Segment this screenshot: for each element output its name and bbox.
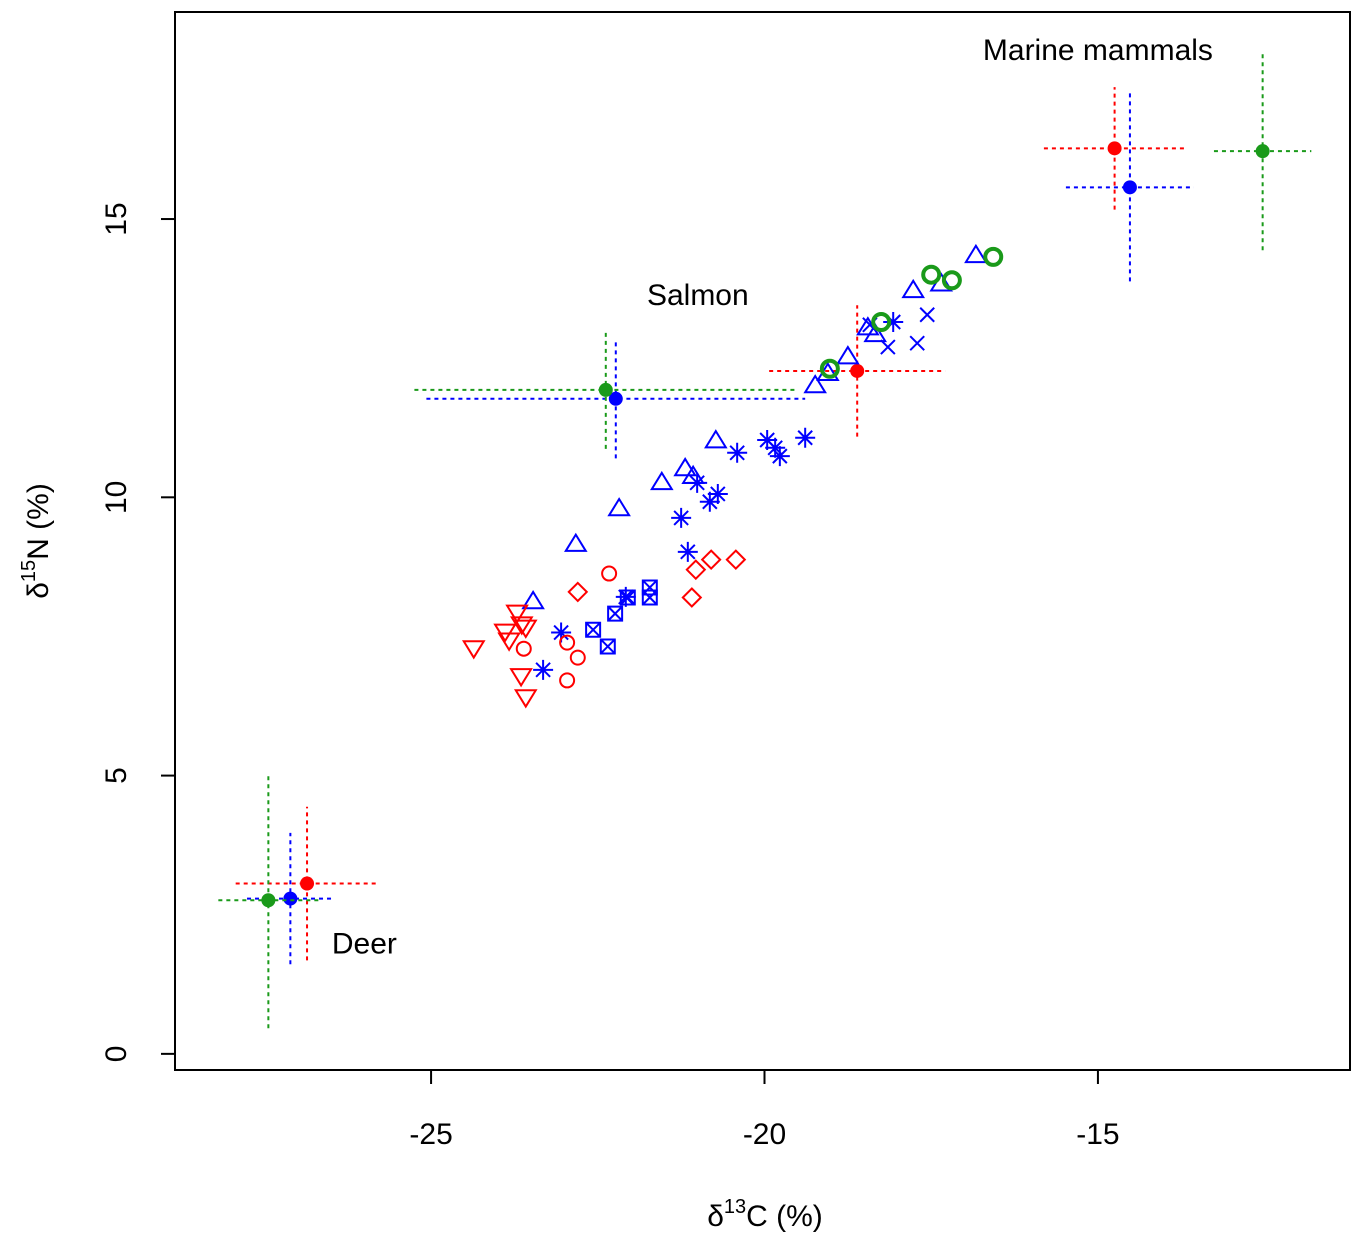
point	[513, 689, 538, 709]
point	[599, 638, 616, 655]
source-point	[850, 363, 865, 378]
point	[585, 621, 602, 638]
point	[909, 335, 925, 351]
point	[461, 640, 486, 660]
x-axis-label: δ13C (%)	[707, 1196, 823, 1233]
point	[727, 442, 748, 463]
x-label-sup: 13	[724, 1196, 746, 1218]
point	[569, 649, 586, 666]
point	[863, 322, 887, 343]
point	[497, 632, 521, 652]
point	[607, 497, 631, 517]
x-tick-label: -25	[409, 1118, 452, 1151]
point	[704, 429, 728, 449]
source-point	[261, 893, 276, 908]
y-tick-label: 5	[100, 767, 133, 784]
x-tick-label: -20	[743, 1118, 786, 1151]
point	[513, 619, 538, 639]
point	[964, 243, 988, 264]
point	[819, 358, 840, 379]
point	[725, 549, 747, 571]
source-point	[1107, 141, 1122, 156]
point	[919, 307, 935, 323]
y-tick-label: 10	[100, 481, 133, 514]
source-point	[608, 391, 623, 406]
y-tick-label: 15	[100, 202, 133, 235]
source-point	[598, 382, 613, 397]
source-point	[283, 891, 298, 906]
source-point	[1255, 144, 1270, 159]
point	[559, 672, 576, 689]
point	[619, 589, 636, 606]
point	[563, 532, 588, 552]
point	[607, 605, 624, 622]
annotation: Deer	[332, 927, 397, 960]
y-label-suffix: N (%)	[22, 483, 55, 560]
point	[880, 339, 896, 355]
point	[803, 374, 827, 394]
point	[521, 590, 545, 610]
point	[509, 668, 533, 688]
point	[673, 457, 697, 477]
point	[505, 604, 529, 624]
source-point	[1122, 180, 1137, 195]
point	[883, 311, 904, 332]
source-point	[300, 876, 315, 891]
point	[681, 587, 703, 608]
point	[700, 549, 722, 571]
point	[559, 634, 576, 651]
point	[677, 541, 698, 562]
point	[533, 659, 554, 680]
point	[765, 437, 786, 458]
point	[921, 264, 942, 285]
y-tick-label: 0	[100, 1046, 133, 1063]
y-axis-label: δ15N (%)	[18, 483, 55, 599]
point	[641, 589, 658, 606]
point	[836, 345, 860, 365]
point	[615, 586, 636, 607]
annotation: Marine mammals	[983, 34, 1213, 67]
point	[515, 640, 532, 657]
plot-frame	[174, 11, 1351, 1071]
point	[901, 278, 925, 299]
x-label-suffix: C (%)	[746, 1200, 823, 1233]
point	[871, 312, 892, 332]
point	[687, 472, 708, 493]
point	[699, 491, 720, 512]
x-label-prefix: δ	[707, 1200, 724, 1233]
y-label-prefix: δ	[22, 582, 55, 599]
x-tick-label: -15	[1076, 1118, 1119, 1151]
annotation: Salmon	[647, 279, 749, 312]
point	[509, 616, 534, 636]
point	[941, 270, 962, 291]
point	[650, 470, 674, 491]
point	[567, 581, 589, 603]
point	[671, 507, 692, 528]
point	[551, 622, 572, 643]
point	[983, 246, 1004, 267]
y-label-sup: 15	[18, 560, 40, 582]
point	[769, 446, 790, 467]
point	[795, 427, 816, 448]
point	[707, 483, 728, 504]
point	[757, 429, 778, 450]
point	[685, 559, 707, 581]
point	[601, 565, 618, 582]
